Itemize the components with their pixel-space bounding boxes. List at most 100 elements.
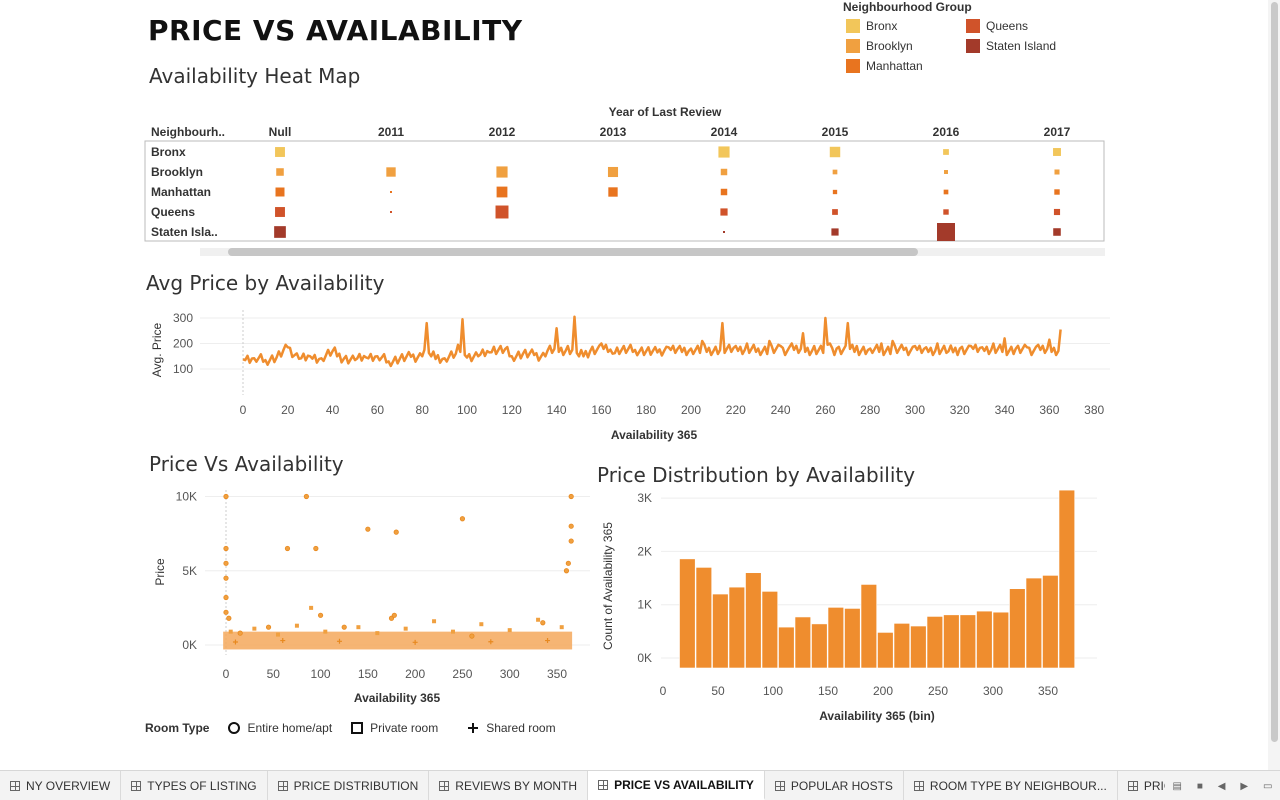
heatmap-cell[interactable]: [720, 188, 728, 196]
tab-reviews-by-month[interactable]: REVIEWS BY MONTH: [429, 771, 589, 800]
heatmap-cell[interactable]: [720, 208, 728, 216]
heatmap-cell[interactable]: [495, 205, 509, 219]
room-type-private-room[interactable]: Private room: [350, 721, 438, 735]
scatter-point[interactable]: [265, 624, 272, 630]
scatter-point[interactable]: [232, 639, 238, 645]
histogram-bar[interactable]: [728, 586, 745, 669]
heatmap-cell[interactable]: [1053, 148, 1061, 156]
scatter-point[interactable]: [223, 493, 229, 500]
avg-price-line[interactable]: [242, 315, 1062, 368]
heatmap-cell[interactable]: [832, 169, 838, 175]
heatmap-cell[interactable]: [832, 209, 838, 215]
scatter-point[interactable]: [323, 629, 328, 634]
histogram-bar[interactable]: [679, 558, 696, 669]
heatmap-cell[interactable]: [1054, 189, 1060, 195]
tab-price-distribution[interactable]: PRICE DISTRIBUTION: [268, 771, 430, 800]
histogram-bar[interactable]: [811, 623, 828, 669]
heatmap-cell[interactable]: [275, 147, 285, 157]
scatter-point[interactable]: [459, 516, 466, 522]
page-scrollbar[interactable]: [1268, 0, 1280, 770]
histogram-bar[interactable]: [1058, 490, 1075, 669]
page-scrollbar-thumb[interactable]: [1271, 2, 1278, 742]
show-filmstrip-icon[interactable]: ▤: [1172, 780, 1182, 792]
scatter-point[interactable]: [276, 632, 281, 637]
histogram-bar[interactable]: [959, 614, 976, 669]
heatmap-cell[interactable]: [720, 168, 728, 176]
scatter-point[interactable]: [393, 529, 399, 535]
heatmap-cell[interactable]: [718, 146, 730, 158]
scatter-point[interactable]: [565, 560, 571, 566]
scatter-point[interactable]: [223, 560, 229, 566]
histogram-bar[interactable]: [745, 572, 762, 669]
histogram-bar[interactable]: [778, 626, 795, 669]
heatmap-cell[interactable]: [608, 187, 618, 197]
room-type-shared-room[interactable]: Shared room: [466, 721, 556, 735]
heatmap-cell[interactable]: [390, 211, 392, 213]
histogram-bar[interactable]: [827, 607, 844, 669]
scatter-point[interactable]: [223, 594, 229, 601]
scatter-point[interactable]: [284, 545, 291, 552]
scatter-point[interactable]: [488, 639, 494, 645]
tab-types-of-listing[interactable]: TYPES OF LISTING: [121, 771, 268, 800]
scatter-point[interactable]: [228, 629, 233, 634]
scatter-point[interactable]: [237, 630, 243, 636]
show-tabs-icon[interactable]: ■: [1196, 780, 1203, 792]
legend-item-queens[interactable]: Queens: [966, 19, 1028, 33]
heatmap-cell[interactable]: [1053, 208, 1061, 216]
scatter-point[interactable]: [223, 609, 229, 615]
histogram-bar[interactable]: [877, 632, 894, 669]
heatmap-cell[interactable]: [1053, 228, 1061, 236]
heatmap-cell[interactable]: [943, 209, 949, 215]
heatmap-scroll-thumb[interactable]: [228, 248, 918, 256]
scatter-point[interactable]: [226, 615, 232, 621]
histogram-bar[interactable]: [926, 616, 943, 669]
heatmap-cell[interactable]: [276, 168, 284, 176]
scatter-point[interactable]: [303, 493, 309, 500]
presentation-icon[interactable]: ▭: [1263, 780, 1273, 792]
heatmap-cell[interactable]: [944, 170, 948, 174]
tab-ny-overview[interactable]: NY OVERVIEW: [0, 771, 122, 800]
heatmap-cell[interactable]: [723, 231, 725, 233]
scatter-point[interactable]: [223, 575, 229, 581]
heatmap-cell[interactable]: [943, 189, 949, 195]
tab-popular-hosts[interactable]: POPULAR HOSTS: [765, 771, 904, 800]
heatmap-cell[interactable]: [275, 187, 285, 197]
heatmap-cell[interactable]: [386, 167, 396, 177]
scatter-point[interactable]: [563, 568, 570, 574]
scatter-point[interactable]: [540, 620, 546, 626]
histogram-bar[interactable]: [1025, 577, 1042, 669]
heatmap-cell[interactable]: [390, 191, 392, 193]
scatter-point[interactable]: [317, 612, 324, 618]
scatter-point[interactable]: [356, 625, 361, 630]
scatter-point[interactable]: [391, 612, 397, 618]
scatter-point[interactable]: [341, 624, 347, 630]
scatter-point[interactable]: [403, 626, 408, 631]
scatter-point[interactable]: [375, 631, 380, 636]
histogram-bar[interactable]: [943, 614, 960, 669]
scatter-point[interactable]: [365, 526, 371, 532]
scatter-point[interactable]: [536, 617, 541, 622]
scatter-point[interactable]: [280, 638, 286, 644]
histogram-bar[interactable]: [1009, 588, 1026, 669]
prev-tab-icon[interactable]: ◀: [1217, 780, 1226, 792]
scatter-point[interactable]: [313, 545, 319, 552]
histogram-bar[interactable]: [712, 593, 729, 669]
tab-room-type-by-neighbourhood[interactable]: ROOM TYPE BY NEIGHBOUR...: [904, 771, 1118, 800]
scatter-point[interactable]: [559, 625, 564, 630]
histogram-bar[interactable]: [893, 623, 910, 669]
heatmap-cell[interactable]: [1054, 169, 1060, 175]
heatmap-cell[interactable]: [496, 166, 508, 178]
scatter-point[interactable]: [309, 605, 314, 610]
legend-item-brooklyn[interactable]: Brooklyn: [846, 39, 913, 53]
room-type-entire-home[interactable]: Entire home/apt: [227, 721, 332, 735]
scatter-point[interactable]: [294, 623, 299, 628]
heatmap-cell[interactable]: [829, 146, 841, 158]
histogram-bar[interactable]: [992, 611, 1009, 669]
histogram-bar[interactable]: [910, 625, 927, 669]
histogram-bar[interactable]: [860, 584, 877, 669]
legend-item-bronx[interactable]: Bronx: [846, 19, 897, 33]
heatmap-cell[interactable]: [943, 149, 949, 155]
scatter-point[interactable]: [568, 538, 574, 544]
scatter-point[interactable]: [412, 639, 418, 645]
heatmap-cell[interactable]: [496, 186, 508, 198]
